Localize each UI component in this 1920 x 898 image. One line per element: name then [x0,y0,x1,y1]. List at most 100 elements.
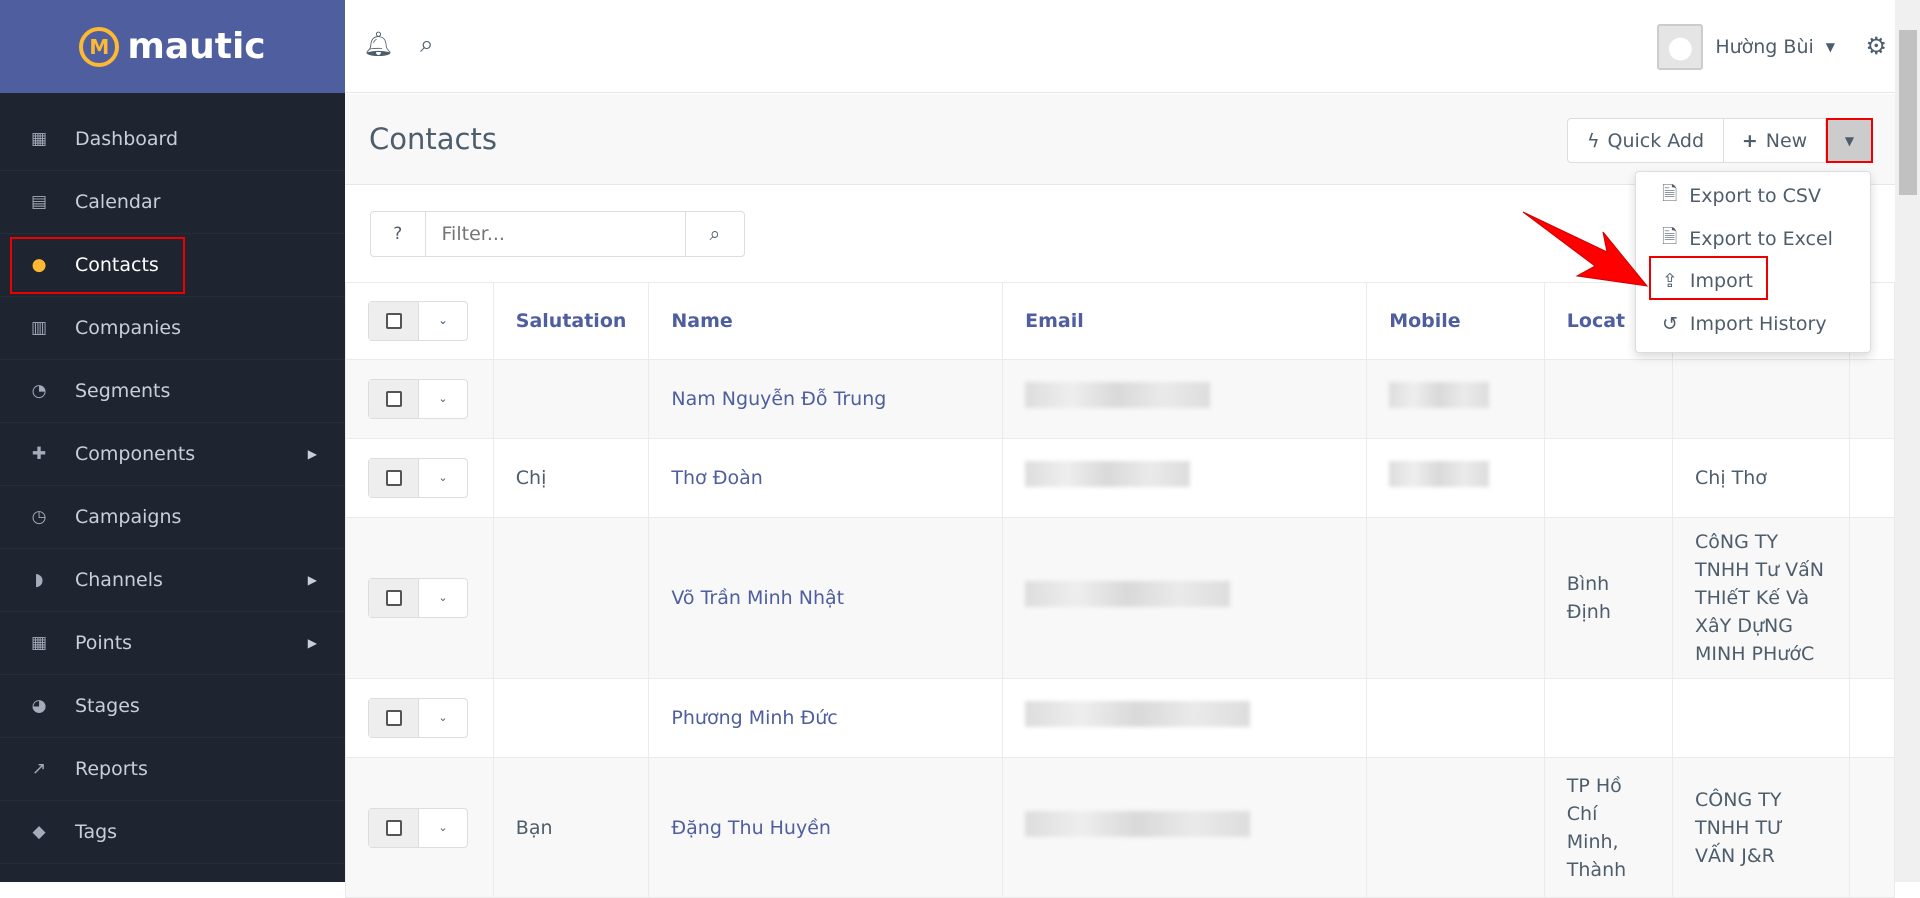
cell-mobile [1366,678,1545,758]
cell-mobile [1366,359,1545,439]
contacts-table: ⌄ Salutation Name Email Mobile Locat ⌄ N… [345,282,1895,898]
line-chart-icon: ↗ [31,759,47,779]
upload-icon: ⇪ [1662,270,1678,292]
redacted-email [1025,810,1251,837]
header-mobile[interactable]: Mobile [1366,282,1545,360]
caret-right-icon: ▶ [307,447,317,461]
building-icon: ▥ [30,318,48,338]
topbar: 🔔︎ ⌕ ● Hường Bùi ▼ ⚙ [345,0,1895,93]
calculator-icon: ▦ [30,633,48,653]
logo-mark-icon: M [79,26,120,67]
menu-label: Export to Excel [1689,228,1833,250]
cell-email [1002,757,1368,898]
cell-name[interactable]: Võ Trần Minh Nhật [648,517,1004,679]
file-text-icon: 🗎 [1662,183,1678,205]
header-name[interactable]: Name [648,282,1004,360]
row-checkbox[interactable]: ⌄ [368,578,468,618]
menu-label: Import [1689,270,1753,292]
cell-mobile [1366,438,1545,518]
help-icon[interactable]: ? [371,212,426,256]
puzzle-icon: ✚ [31,444,47,464]
tag-icon: ◆ [32,822,46,842]
cell-location [1543,359,1674,439]
quick-add-label: Quick Add [1607,129,1705,152]
sidebar-item-label: Tags [75,821,118,843]
cell-location: Bình Định [1543,517,1674,679]
redacted-email [1025,382,1211,408]
cell-extra [1849,438,1895,518]
row-checkbox[interactable]: ⌄ [368,807,468,848]
history-icon: ↺ [1662,313,1678,335]
sidebar-item-label: Stages [75,695,140,717]
sidebar-item-contacts[interactable]: ● Contacts [0,234,345,297]
quick-add-button[interactable]: ϟ Quick Add [1567,118,1724,163]
row-checkbox[interactable]: ⌄ [368,698,468,738]
table-row[interactable]: ⌄ Bạn Đặng Thu Huyền TP Hồ Chí Minh, Thà… [345,757,1895,898]
redacted-email [1025,701,1251,727]
cell-name[interactable]: Đặng Thu Huyền [648,757,1004,898]
menu-export-csv[interactable]: 🗎 Export to CSV [1662,178,1821,214]
filter-input[interactable] [425,212,685,256]
scrollbar[interactable] [1895,0,1920,882]
cell-salutation: Chị [492,438,650,518]
sidebar-item-stages[interactable]: ◕ Stages [0,675,345,738]
more-options-dropdown[interactable]: ▼ [1826,118,1873,163]
menu-import[interactable]: ⇪ Import [1662,263,1753,299]
sidebar-item-channels[interactable]: ◗ Channels ▶ [0,549,345,612]
cell-salutation [492,678,650,758]
redacted-mobile [1389,461,1490,487]
caret-down-icon: ▼ [1825,40,1835,54]
avatar: ● [1657,24,1704,70]
cell-location [1543,438,1674,518]
select-all-checkbox[interactable]: ⌄ [368,301,468,341]
user-menu[interactable]: ● Hường Bùi ▼ [1657,24,1835,70]
header-email[interactable]: Email [1002,282,1368,360]
cell-company [1672,359,1850,439]
new-button[interactable]: + New [1723,118,1826,163]
options-menu: 🗎 Export to CSV 🗎 Export to Excel ⇪ Import … [1635,171,1871,353]
sidebar-item-reports[interactable]: ↗ Reports [0,738,345,801]
sidebar-item-label: Channels [75,569,163,591]
search-button[interactable]: ⌕ [684,212,744,256]
menu-label: Export to CSV [1689,185,1821,207]
cell-company: Chị Thơ [1672,438,1850,518]
bell-icon[interactable]: 🔔︎ [363,30,394,58]
sidebar-item-campaigns[interactable]: ◷ Campaigns [0,486,345,549]
caret-down-icon: ▼ [1844,133,1855,148]
sidebar-item-tags[interactable]: ◆ Tags [0,801,345,864]
row-checkbox[interactable]: ⌄ [368,379,468,419]
sidebar-item-dashboard[interactable]: ▦ Dashboard [0,108,345,171]
search-icon[interactable]: ⌕ [420,30,434,58]
gauge-icon: ◕ [31,696,47,716]
gear-icon[interactable]: ⚙ [1865,32,1887,60]
cell-name[interactable]: Nam Nguyễn Đỗ Trung [648,359,1004,439]
sidebar-item-label: Contacts [75,254,159,276]
sidebar-item-components[interactable]: ✚ Components ▶ [0,423,345,486]
cell-extra [1849,359,1895,439]
header-salutation[interactable]: Salutation [492,282,650,360]
menu-import-history[interactable]: ↺ Import History [1662,306,1827,342]
table-row[interactable]: ⌄ Phương Minh Đức [345,678,1895,758]
sidebar-item-segments[interactable]: ◔ Segments [0,360,345,423]
dashboard-icon: ▦ [30,129,48,149]
scrollbar-thumb[interactable] [1899,30,1917,195]
table-row[interactable]: ⌄ Võ Trần Minh Nhật Bình Định CôNG TY TN… [345,517,1895,679]
menu-export-excel[interactable]: 🗎 Export to Excel [1662,221,1833,257]
bolt-icon: ϟ [1586,129,1600,152]
cell-name[interactable]: Thơ Đoàn [648,438,1004,518]
plus-icon: + [1741,129,1758,152]
cell-company: CÔNG TY TNHH TƯ VẤN J&R [1672,757,1850,898]
import-highlight [1649,256,1768,300]
table-row[interactable]: ⌄ Nam Nguyễn Đỗ Trung [345,359,1895,439]
caret-right-icon: ▶ [307,573,317,587]
cell-name[interactable]: Phương Minh Đức [648,678,1004,758]
table-row[interactable]: ⌄ Chị Thơ Đoàn Chị Thơ [345,438,1895,518]
sidebar-item-label: Companies [75,317,182,339]
sidebar-item-points[interactable]: ▦ Points ▶ [0,612,345,675]
sidebar-item-companies[interactable]: ▥ Companies [0,297,345,360]
sidebar-item-label: Segments [75,380,171,402]
row-checkbox[interactable]: ⌄ [368,458,468,498]
sidebar-item-calendar[interactable]: ▤ Calendar [0,171,345,234]
